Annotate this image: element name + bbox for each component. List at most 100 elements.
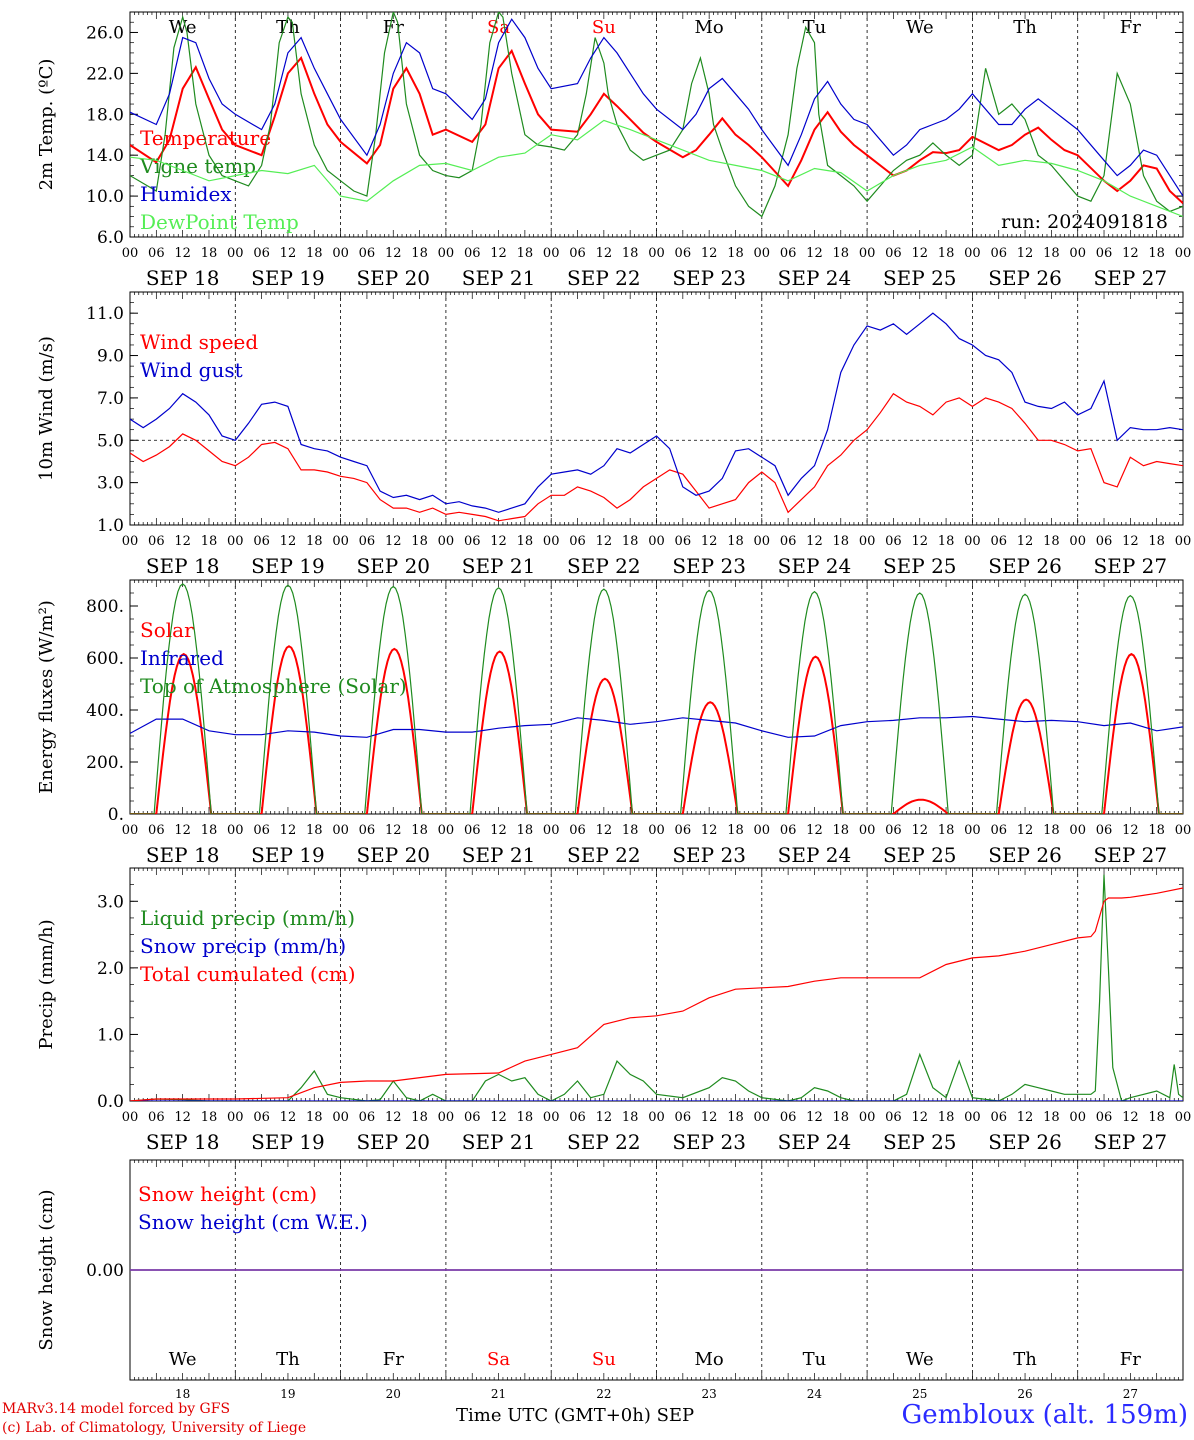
date-label: SEP 22 — [567, 843, 641, 867]
day-number-label: 22 — [596, 1387, 611, 1401]
date-label: SEP 19 — [251, 554, 325, 578]
date-label: SEP 25 — [883, 843, 957, 867]
day-number-label: 21 — [491, 1387, 506, 1401]
hour-label: 00 — [964, 534, 981, 549]
weekday-label: We — [169, 1349, 197, 1370]
hour-label: 00 — [543, 823, 560, 838]
hour-label: 18 — [411, 823, 428, 838]
hour-label: 18 — [306, 246, 323, 261]
hour-label: 06 — [464, 823, 481, 838]
hour-label: 00 — [122, 823, 139, 838]
weekday-label: Th — [1013, 17, 1037, 38]
y-tick-label: 3.0 — [97, 892, 124, 912]
hour-label: 12 — [1122, 823, 1139, 838]
legend-entry: Top of Atmosphere (Solar) — [140, 674, 407, 698]
hour-label: 12 — [1122, 1110, 1139, 1125]
hour-label: 06 — [885, 1110, 902, 1125]
y-tick-label: 11.0 — [86, 304, 124, 324]
hour-label: 18 — [1148, 1110, 1165, 1125]
hour-label: 18 — [201, 246, 218, 261]
date-label: SEP 22 — [567, 1130, 641, 1154]
hour-label: 12 — [280, 246, 297, 261]
legend-entry: Solar — [140, 618, 194, 642]
hour-label: 12 — [911, 1110, 928, 1125]
hour-label: 12 — [701, 534, 718, 549]
hour-label: 06 — [990, 246, 1007, 261]
hour-label: 18 — [411, 246, 428, 261]
y-tick-label: 400. — [86, 701, 124, 721]
hour-label: 18 — [622, 1110, 639, 1125]
weekday-label: We — [906, 17, 934, 38]
hour-label: 06 — [1096, 823, 1113, 838]
hour-label: 18 — [1148, 823, 1165, 838]
hour-label: 18 — [938, 1110, 955, 1125]
hour-label: 06 — [569, 1110, 586, 1125]
hour-label: 12 — [490, 1110, 507, 1125]
hour-label: 12 — [701, 1110, 718, 1125]
series-line-temperature — [130, 48, 1183, 205]
hour-label: 18 — [411, 534, 428, 549]
hour-label: 00 — [859, 823, 876, 838]
hour-label: 12 — [174, 823, 191, 838]
hour-label: 18 — [622, 246, 639, 261]
date-label: SEP 25 — [883, 554, 957, 578]
day-number-label: 25 — [912, 1387, 927, 1401]
hour-label: 18 — [622, 823, 639, 838]
date-label: SEP 18 — [146, 554, 220, 578]
hour-label: 00 — [1069, 1110, 1086, 1125]
date-label: SEP 21 — [462, 554, 536, 578]
weekday-label: Mo — [695, 1349, 724, 1370]
hour-label: 18 — [201, 1110, 218, 1125]
date-label: SEP 26 — [988, 554, 1062, 578]
hour-label: 06 — [1096, 246, 1113, 261]
hour-label: 00 — [543, 534, 560, 549]
panel-1: 6.0 10.0 14.0 18.0 22.0 26.0 2m Temp. (ºC) 00 06… — [36, 11, 1191, 290]
series-line-dewpoint-temp — [130, 119, 1183, 218]
panel-4: 0.0 1.0 2.0 3.0 Precip (mm/h) 00 06 12 18 00 06 12 1… — [36, 867, 1191, 1154]
date-label: SEP 24 — [778, 554, 852, 578]
hour-label: 06 — [885, 534, 902, 549]
hour-label: 18 — [727, 1110, 744, 1125]
y-axis-label: Precip (mm/h) — [36, 919, 57, 1049]
day-number-label: 26 — [1017, 1387, 1032, 1401]
day-number-label: 23 — [702, 1387, 717, 1401]
hour-label: 18 — [201, 823, 218, 838]
hour-label: 00 — [332, 823, 349, 838]
hour-label: 18 — [517, 1110, 534, 1125]
series-line-top-of-atmosphere-solar- — [130, 583, 1183, 814]
hour-label: 00 — [859, 246, 876, 261]
legend-entry: Temperature — [140, 126, 271, 150]
date-label: SEP 19 — [251, 843, 325, 867]
date-label: SEP 25 — [883, 1130, 957, 1154]
hour-label: 00 — [227, 1110, 244, 1125]
legend-entry: Snow height (cm W.E.) — [138, 1210, 368, 1234]
hour-label: 12 — [1017, 1110, 1034, 1125]
date-label: SEP 23 — [672, 266, 746, 290]
y-tick-label: 600. — [86, 649, 124, 669]
hour-label: 00 — [332, 1110, 349, 1125]
date-label: SEP 22 — [567, 266, 641, 290]
hour-label: 12 — [1017, 823, 1034, 838]
hour-label: 18 — [727, 534, 744, 549]
panel-3: 0. 200. 400. 600. 800. Energy fluxes (W/m²) 00… — [36, 579, 1191, 867]
y-tick-label: 800. — [86, 597, 124, 617]
hour-label: 12 — [1122, 246, 1139, 261]
hour-label: 00 — [543, 1110, 560, 1125]
hour-label: 06 — [780, 1110, 797, 1125]
date-label: SEP 20 — [356, 554, 430, 578]
series-line-infrared — [130, 715, 1183, 738]
hour-label: 18 — [1043, 1110, 1060, 1125]
hour-label: 06 — [253, 823, 270, 838]
date-label: SEP 21 — [462, 843, 536, 867]
hour-label: 18 — [1043, 823, 1060, 838]
day-number-label: 27 — [1123, 1387, 1138, 1401]
hour-label: 00 — [754, 1110, 771, 1125]
weekday-label: We — [169, 17, 197, 38]
date-label: SEP 27 — [1094, 266, 1168, 290]
date-label: SEP 23 — [672, 1130, 746, 1154]
hour-label: 06 — [675, 823, 692, 838]
day-number-label: 24 — [807, 1387, 823, 1401]
hour-label: 06 — [885, 246, 902, 261]
hour-label: 06 — [1096, 534, 1113, 549]
date-label: SEP 25 — [883, 266, 957, 290]
